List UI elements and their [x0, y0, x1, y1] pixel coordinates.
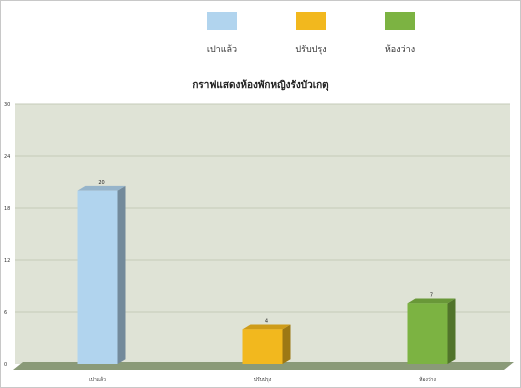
- data-label: 4: [265, 319, 268, 325]
- bar: [77, 190, 118, 364]
- data-label: 7: [430, 293, 433, 299]
- legend-swatch-3: [385, 12, 415, 30]
- bar-side: [447, 298, 456, 364]
- y-tick-label: 6: [4, 310, 7, 316]
- chart-title: กราฟแสดงห้องพักหญิงรังบัวเกตุ: [192, 80, 329, 91]
- bar-top: [77, 185, 126, 191]
- legend-label-3: ห้องว่าง: [384, 45, 416, 55]
- legend-label-1: เปาแล้ว: [206, 45, 238, 55]
- y-tick-label: 30: [4, 102, 10, 108]
- bar-top: [242, 324, 291, 330]
- bar: [407, 303, 448, 364]
- legend-swatch-2: [296, 12, 326, 30]
- legend-label-2: ปรับปรุง: [295, 45, 327, 55]
- bar-side: [282, 324, 291, 364]
- bar: [242, 329, 283, 364]
- x-tick-label: ปรับปรุง: [254, 377, 272, 383]
- data-label: 20: [98, 180, 104, 186]
- bar-side: [117, 185, 126, 364]
- y-tick-label: 12: [4, 258, 10, 264]
- y-tick-label: 24: [4, 154, 10, 160]
- x-tick-label: เปาแล้ว: [89, 376, 106, 383]
- legend-swatch-1: [207, 12, 237, 30]
- y-tick-label: 18: [4, 206, 10, 212]
- chart-floor: [13, 362, 514, 370]
- bar-top: [407, 298, 456, 304]
- x-tick-label: ห้องว่าง: [419, 376, 436, 383]
- y-tick-label: 0: [4, 362, 7, 368]
